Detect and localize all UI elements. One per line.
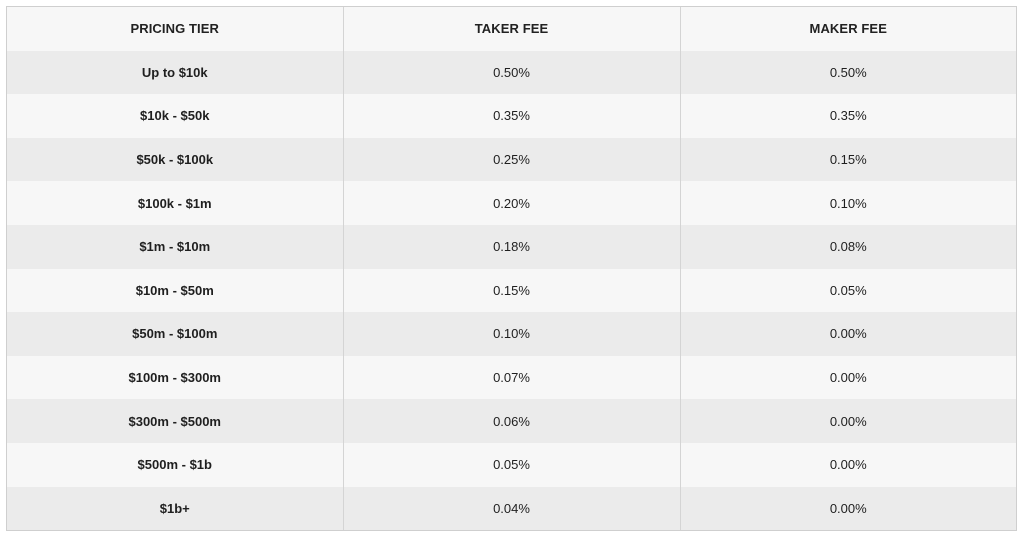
fee-table: PRICING TIER TAKER FEE MAKER FEE Up to $… (7, 7, 1016, 531)
table-row: $100k - $1m 0.20% 0.10% (7, 181, 1016, 225)
taker-fee-cell: 0.15% (342, 268, 680, 313)
table-row: Up to $10k 0.50% 0.50% (7, 50, 1016, 95)
taker-fee-cell: 0.10% (342, 312, 680, 356)
table-row: $500m - $1b 0.05% 0.00% (7, 442, 1016, 487)
table-row: $1b+ 0.04% 0.00% (7, 486, 1016, 531)
taker-fee-cell: 0.04% (342, 486, 680, 531)
table-row: $50k - $100k 0.25% 0.15% (7, 137, 1016, 182)
taker-fee-cell: 0.35% (342, 94, 680, 138)
maker-fee-cell: 0.05% (679, 268, 1016, 313)
taker-fee-cell: 0.20% (342, 181, 680, 225)
table-row: $50m - $100m 0.10% 0.00% (7, 312, 1016, 356)
maker-fee-cell: 0.00% (679, 486, 1016, 531)
table-header-row: PRICING TIER TAKER FEE MAKER FEE (7, 7, 1016, 51)
maker-fee-cell: 0.00% (679, 442, 1016, 487)
taker-fee-cell: 0.18% (342, 224, 680, 269)
taker-fee-cell: 0.06% (342, 399, 680, 443)
tier-cell: $100k - $1m (7, 181, 343, 225)
tier-cell: $50m - $100m (7, 312, 343, 356)
header-taker-fee: TAKER FEE (342, 7, 680, 51)
tier-cell: $300m - $500m (7, 399, 343, 443)
taker-fee-cell: 0.07% (342, 355, 680, 400)
tier-cell: $10m - $50m (7, 268, 343, 313)
table-row: $1m - $10m 0.18% 0.08% (7, 224, 1016, 269)
taker-fee-cell: 0.25% (342, 137, 680, 182)
tier-cell: $100m - $300m (7, 355, 343, 400)
maker-fee-cell: 0.15% (679, 137, 1016, 182)
tier-cell: Up to $10k (7, 50, 343, 95)
fee-table-container: PRICING TIER TAKER FEE MAKER FEE Up to $… (6, 6, 1017, 531)
header-pricing-tier: PRICING TIER (7, 7, 343, 51)
maker-fee-cell: 0.10% (679, 181, 1016, 225)
taker-fee-cell: 0.05% (342, 442, 680, 487)
tier-cell: $1m - $10m (7, 224, 343, 269)
tier-cell: $500m - $1b (7, 442, 343, 487)
maker-fee-cell: 0.50% (679, 50, 1016, 95)
table-row: $10m - $50m 0.15% 0.05% (7, 268, 1016, 313)
maker-fee-cell: 0.08% (679, 224, 1016, 269)
tier-cell: $1b+ (7, 486, 343, 531)
maker-fee-cell: 0.35% (679, 94, 1016, 138)
maker-fee-cell: 0.00% (679, 312, 1016, 356)
taker-fee-cell: 0.50% (342, 50, 680, 95)
tier-cell: $50k - $100k (7, 137, 343, 182)
tier-cell: $10k - $50k (7, 94, 343, 138)
table-row: $300m - $500m 0.06% 0.00% (7, 399, 1016, 443)
maker-fee-cell: 0.00% (679, 399, 1016, 443)
table-row: $10k - $50k 0.35% 0.35% (7, 94, 1016, 138)
table-row: $100m - $300m 0.07% 0.00% (7, 355, 1016, 400)
maker-fee-cell: 0.00% (679, 355, 1016, 400)
header-maker-fee: MAKER FEE (679, 7, 1016, 51)
